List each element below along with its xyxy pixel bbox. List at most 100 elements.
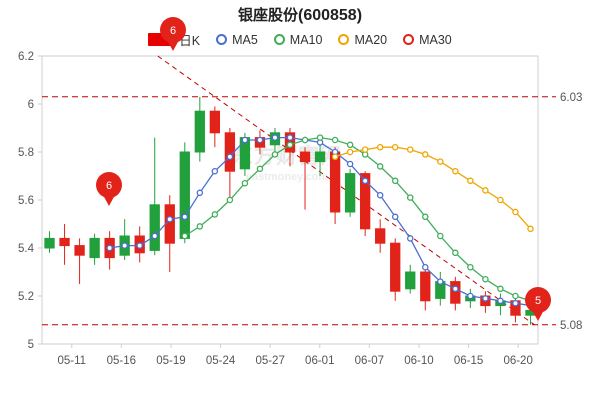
callout-bubble: 6 (160, 17, 186, 51)
ma-point-marker (482, 187, 489, 194)
ma-point-marker (226, 153, 234, 161)
ma-point-marker (301, 136, 309, 144)
candle-body (329, 151, 341, 213)
ma-point-marker (196, 189, 204, 197)
y-axis-tick-label: 5.4 (18, 243, 35, 255)
ma-point-marker (346, 141, 354, 149)
ma-point-marker (271, 151, 279, 158)
ma-point-marker (406, 146, 414, 153)
x-axis-tick-label: 06-20 (503, 355, 532, 367)
ma-point-marker (361, 177, 369, 185)
ma-point-marker (241, 179, 249, 187)
ma-point-marker (316, 134, 324, 141)
candle-body (375, 228, 386, 244)
ma-point-marker (121, 242, 128, 249)
ma-point-marker (106, 244, 113, 252)
x-axis-tick-label: 05-19 (156, 355, 185, 367)
y-axis-tick-label: 5.2 (18, 291, 34, 303)
ma-point-marker (181, 232, 189, 240)
legend-item-ma5[interactable]: MA5 (216, 33, 258, 47)
candle-body (164, 204, 175, 244)
page-title: 银座股份(600858) (0, 4, 600, 25)
ma-point-marker (482, 275, 489, 283)
reference-line-label: 6.03 (560, 92, 582, 104)
candle-body (450, 281, 461, 304)
circle-marker-icon (273, 34, 285, 45)
ma-point-marker (211, 211, 219, 218)
callout-bubble: 6 (96, 172, 122, 206)
ma-point-marker (467, 292, 474, 300)
stock-code: (600858) (297, 7, 363, 24)
ma-point-marker (391, 143, 399, 151)
candle-body (420, 271, 431, 302)
ma-point-marker (226, 196, 234, 204)
ma-point-marker (437, 278, 444, 285)
stock-name: 银座股份 (237, 7, 298, 24)
ma-point-marker (406, 235, 414, 242)
plot-border (41, 55, 539, 345)
ma-point-marker (512, 299, 519, 307)
ma-point-marker (181, 213, 189, 221)
candle-body (344, 173, 356, 213)
legend-item-ma30[interactable]: MA30 (403, 33, 452, 47)
ma-point-marker (482, 295, 489, 302)
ma-point-marker (346, 160, 354, 168)
ma-point-marker (452, 249, 459, 257)
circle-marker-icon (403, 34, 415, 45)
y-axis-tick-label: 5.6 (18, 195, 34, 207)
legend-label-ma5: MA5 (232, 32, 258, 47)
candle-body (224, 132, 236, 172)
circle-marker-icon (338, 34, 350, 45)
y-axis-tick-label: 6.2 (18, 51, 34, 63)
candle-body (359, 173, 371, 230)
x-axis-tick-label: 06-01 (305, 355, 334, 367)
candle-body (89, 237, 100, 259)
ma-point-marker (467, 177, 474, 185)
y-axis-tick-label: 5.8 (18, 147, 34, 159)
candle-body (314, 151, 326, 163)
ma-line-ma10 (184, 136, 531, 302)
x-axis-tick-label: 06-07 (355, 355, 384, 367)
x-axis-tick-label: 06-15 (454, 355, 483, 367)
svg-text:6: 6 (170, 25, 176, 37)
ma-point-marker (512, 208, 519, 216)
ma-point-marker (256, 165, 264, 173)
candle-body (179, 151, 190, 239)
legend-label-ma10: MA10 (289, 32, 323, 47)
x-axis-tick-label: 05-27 (255, 355, 284, 367)
ma-point-marker (136, 242, 143, 249)
ma-point-marker (166, 215, 174, 223)
ma-point-marker (151, 232, 158, 240)
ma-point-marker (211, 167, 219, 175)
legend-item-ma10[interactable]: MA10 (273, 32, 323, 47)
ma-point-marker (196, 223, 204, 230)
ma-point-marker (391, 177, 399, 185)
candle-body (390, 242, 401, 292)
chart-legend: 日K MA5 MA10 MA20 MA30 (0, 30, 600, 49)
candle-body (149, 204, 160, 251)
legend-item-ma20[interactable]: MA20 (338, 33, 387, 47)
ma-point-marker (376, 191, 384, 199)
x-axis-tick-label: 05-24 (206, 355, 236, 367)
x-axis-tick-label: 05-11 (57, 355, 86, 367)
ma-point-marker (391, 213, 399, 221)
ma-point-marker (256, 136, 264, 144)
candle-body (194, 110, 205, 153)
legend-label-ma20: MA20 (354, 32, 388, 47)
ma-point-marker (452, 285, 459, 293)
ma-point-marker (497, 297, 504, 305)
ma-point-marker (497, 196, 504, 204)
ma-point-marker (286, 134, 294, 141)
candle-body (405, 271, 416, 290)
ma-point-marker (271, 134, 279, 141)
ma-point-marker (437, 158, 444, 165)
reference-line-label: 5.08 (560, 320, 582, 332)
ma-point-marker (346, 148, 354, 156)
candle-body (299, 151, 311, 163)
candle-body (59, 237, 70, 247)
circle-marker-icon (216, 34, 228, 45)
ma-point-marker (376, 163, 384, 170)
ma-point-marker (406, 194, 414, 201)
y-axis-tick-label: 5 (28, 339, 34, 351)
callout-bubble: 5 (525, 287, 551, 321)
